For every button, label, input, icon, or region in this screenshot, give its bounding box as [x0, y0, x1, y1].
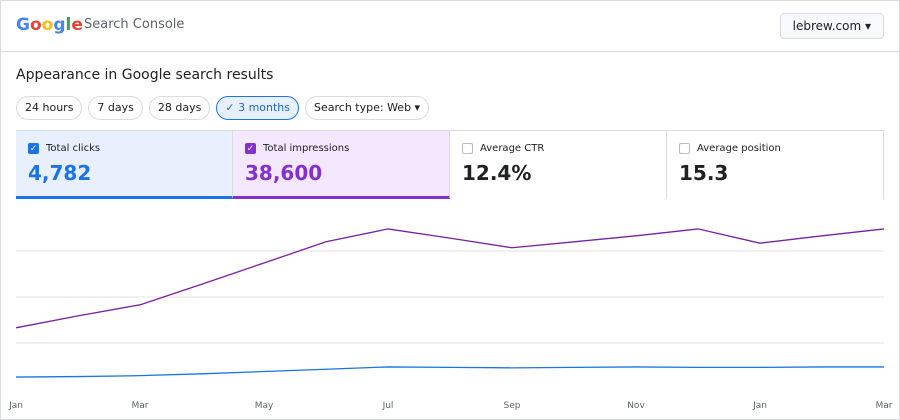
logo-letter: l	[65, 15, 72, 35]
logo-letter: o	[29, 15, 42, 35]
filter-chip[interactable]: 24 hours	[16, 96, 83, 120]
metric-label: Average position	[697, 143, 781, 154]
x-tick-label: Jan	[8, 401, 23, 411]
x-tick-label: Mar	[132, 401, 149, 411]
checkbox[interactable]	[679, 143, 690, 154]
logo-letter: G	[16, 15, 30, 35]
section-title: Appearance in Google search results	[16, 67, 274, 83]
series-line	[15, 366, 884, 378]
metric-value: 12.4%	[462, 161, 532, 185]
filter-chip[interactable]: Search type: Web ▾	[305, 96, 430, 120]
metric-card[interactable]: ✓ Total impressions 38,600	[233, 131, 450, 199]
metric-label: Total clicks	[46, 143, 101, 154]
metric-card[interactable]: Average CTR 12.4%	[450, 131, 667, 199]
property-selector[interactable]: lebrew.com ▾	[779, 13, 884, 39]
metric-cards: ✓ Total clicks 4,782 ✓ Total impressions 38,6…	[16, 130, 884, 199]
logo-letter: o	[41, 15, 54, 35]
x-tick-label: May	[255, 401, 274, 411]
product-name: Search Console	[84, 17, 185, 32]
x-tick-label: Jan	[752, 401, 767, 411]
logo-letter: g	[53, 15, 66, 35]
logo: Google	[16, 15, 83, 35]
logo-letter: e	[71, 15, 83, 35]
metric-label: Average CTR	[480, 143, 545, 154]
x-tick-label: Nov	[627, 401, 645, 411]
metric-card[interactable]: ✓ Total clicks 4,782	[16, 131, 233, 199]
x-tick-label: Mar	[876, 401, 893, 411]
chart: Jan Mar May Jul Sep Nov Jan Mar	[8, 228, 893, 411]
top-bar: Google Search Console lebrew.com ▾	[0, 0, 900, 52]
series-line	[15, 228, 885, 329]
checkbox[interactable]: ✓	[28, 143, 39, 154]
filter-chip[interactable]: 7 days	[88, 96, 143, 120]
metric-card[interactable]: Average position 15.3	[667, 131, 884, 199]
metric-label: Total impressions	[263, 143, 350, 154]
checkbox[interactable]: ✓	[245, 143, 256, 154]
filter-chip[interactable]: 28 days	[148, 96, 211, 120]
x-tick-label: Jul	[382, 401, 394, 411]
x-tick-label: Sep	[504, 401, 521, 411]
filter-chip[interactable]: ✓ 3 months	[216, 96, 300, 120]
checkbox[interactable]	[462, 143, 473, 154]
metric-value: 4,782	[28, 161, 92, 185]
filter-chips: 24 hours 7 days 28 days ✓ 3 months Search ty…	[16, 96, 430, 120]
metric-value: 38,600	[245, 161, 323, 185]
metric-value: 15.3	[679, 161, 729, 185]
